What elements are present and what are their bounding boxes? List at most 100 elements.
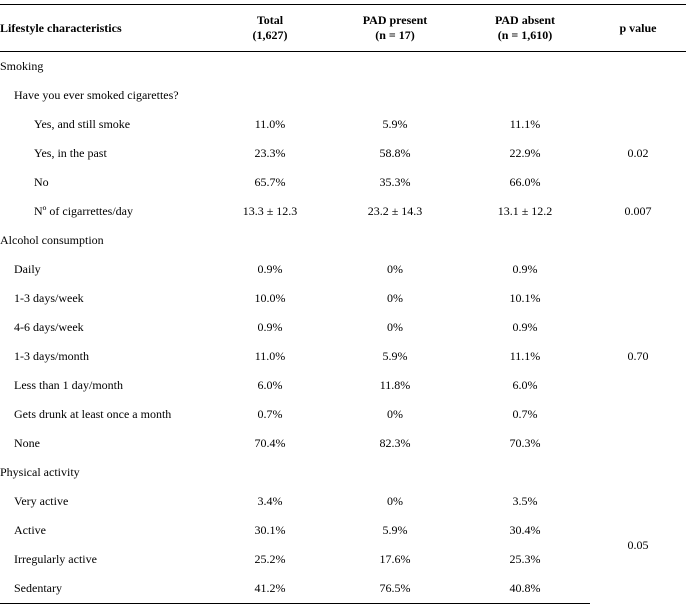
- cell-total: 3.4%: [210, 487, 330, 516]
- table-row: No 65.7% 35.3% 66.0%: [0, 168, 686, 197]
- cell-total: 30.1%: [210, 516, 330, 545]
- row-label: Daily: [0, 255, 210, 284]
- cell-total: 25.2%: [210, 545, 330, 574]
- table-row: Less than 1 day/month 6.0% 11.8% 6.0%: [0, 371, 686, 400]
- cell-pad-absent: 22.9%: [460, 139, 590, 168]
- col-header-lifestyle: Lifestyle characteristics: [0, 5, 210, 52]
- cell-pad-present: 0%: [330, 255, 460, 284]
- row-label: Gets drunk at least once a month: [0, 400, 210, 429]
- cell-pad-present: 17.6%: [330, 545, 460, 574]
- col-header-pvalue: p value: [590, 5, 686, 52]
- cell-total: 11.0%: [210, 110, 330, 139]
- cell-pad-absent: 3.5%: [460, 487, 590, 516]
- section-row-smoking: Smoking: [0, 52, 686, 82]
- cell-pad-present: 76.5%: [330, 574, 460, 604]
- table-header-row: Lifestyle characteristics Total (1,627) …: [0, 5, 686, 52]
- cell-pad-absent: 66.0%: [460, 168, 590, 197]
- table-row: 4-6 days/week 0.9% 0% 0.9%: [0, 313, 686, 342]
- cell-pad-absent: 13.1 ± 12.2: [460, 197, 590, 226]
- table-row: 1-3 days/week 10.0% 0% 10.1%: [0, 284, 686, 313]
- cell-total: 23.3%: [210, 139, 330, 168]
- row-label: Irregularly active: [0, 545, 210, 574]
- row-label: 1-3 days/month: [0, 342, 210, 371]
- section-title-smoking: Smoking: [0, 52, 686, 82]
- cell-pvalue-alcohol: 0.70: [590, 255, 686, 458]
- question-text-smoking: Have you ever smoked cigarettes?: [0, 81, 686, 110]
- cell-total: 10.0%: [210, 284, 330, 313]
- row-label: 1-3 days/week: [0, 284, 210, 313]
- cell-total: 0.9%: [210, 255, 330, 284]
- table-row: Irregularly active 25.2% 17.6% 25.3%: [0, 545, 686, 574]
- table-row: 1-3 days/month 11.0% 5.9% 11.1%: [0, 342, 686, 371]
- cell-pad-absent: 0.7%: [460, 400, 590, 429]
- col-header-pad-present: PAD present (n = 17): [330, 5, 460, 52]
- cell-pad-absent: 70.3%: [460, 429, 590, 458]
- lifestyle-table: Lifestyle characteristics Total (1,627) …: [0, 4, 686, 604]
- col-header-pad-absent: PAD absent (n = 1,610): [460, 5, 590, 52]
- cell-pvalue-smoking-group: 0.02: [590, 110, 686, 197]
- cell-pad-present: 11.8%: [330, 371, 460, 400]
- table-row: Sedentary 41.2% 76.5% 40.8%: [0, 574, 686, 604]
- col-header-total-line1: Total: [257, 13, 283, 27]
- row-label-text: Gets drunk at least once a month: [14, 407, 171, 421]
- cell-pad-present: 0%: [330, 313, 460, 342]
- cell-pad-absent: 0.9%: [460, 313, 590, 342]
- cell-pad-present: 0%: [330, 400, 460, 429]
- table-row: Very active 3.4% 0% 3.5% 0.05: [0, 487, 686, 516]
- cell-total: 41.2%: [210, 574, 330, 604]
- cell-total: 70.4%: [210, 429, 330, 458]
- col-header-pad-absent-line1: PAD absent: [495, 13, 555, 27]
- cell-pad-present: 5.9%: [330, 110, 460, 139]
- col-header-lifestyle-text: Lifestyle characteristics: [0, 21, 122, 35]
- cell-total: 0.7%: [210, 400, 330, 429]
- cell-pad-present: 5.9%: [330, 342, 460, 371]
- cell-pad-absent: 10.1%: [460, 284, 590, 313]
- table-row: Nº of cigarrettes/day 13.3 ± 12.3 23.2 ±…: [0, 197, 686, 226]
- row-label: Nº of cigarrettes/day: [0, 197, 210, 226]
- row-label: Sedentary: [0, 574, 210, 604]
- col-header-total-line2: (1,627): [253, 28, 288, 42]
- question-row-smoking: Have you ever smoked cigarettes?: [0, 81, 686, 110]
- section-row-physical: Physical activity: [0, 458, 686, 487]
- cell-pad-present: 5.9%: [330, 516, 460, 545]
- col-header-pvalue-text: p value: [619, 21, 656, 35]
- cell-total: 13.3 ± 12.3: [210, 197, 330, 226]
- row-label: Active: [0, 516, 210, 545]
- cell-pad-absent: 6.0%: [460, 371, 590, 400]
- cell-pvalue-cigs: 0.007: [590, 197, 686, 226]
- cell-total: 6.0%: [210, 371, 330, 400]
- table-row: None 70.4% 82.3% 70.3%: [0, 429, 686, 458]
- table-row: Active 30.1% 5.9% 30.4%: [0, 516, 686, 545]
- cell-total: 11.0%: [210, 342, 330, 371]
- col-header-pad-present-line1: PAD present: [363, 13, 428, 27]
- col-header-total: Total (1,627): [210, 5, 330, 52]
- cell-pad-present: 0%: [330, 487, 460, 516]
- row-label: 4-6 days/week: [0, 313, 210, 342]
- col-header-pad-present-line2: (n = 17): [375, 28, 415, 42]
- table-row: Yes, and still smoke 11.0% 5.9% 11.1% 0.…: [0, 110, 686, 139]
- cell-total: 0.9%: [210, 313, 330, 342]
- section-row-alcohol: Alcohol consumption: [0, 226, 686, 255]
- cell-pad-absent: 11.1%: [460, 110, 590, 139]
- row-label: Yes, in the past: [0, 139, 210, 168]
- cell-pad-absent: 40.8%: [460, 574, 590, 604]
- row-label: Very active: [0, 487, 210, 516]
- cell-pvalue-physical: 0.05: [590, 487, 686, 604]
- cell-pad-absent: 30.4%: [460, 516, 590, 545]
- row-label: Yes, and still smoke: [0, 110, 210, 139]
- cell-pad-present: 35.3%: [330, 168, 460, 197]
- cell-total: 65.7%: [210, 168, 330, 197]
- row-label: No: [0, 168, 210, 197]
- cell-pad-absent: 11.1%: [460, 342, 590, 371]
- row-label: Less than 1 day/month: [0, 371, 210, 400]
- cell-pad-absent: 25.3%: [460, 545, 590, 574]
- section-title-alcohol: Alcohol consumption: [0, 226, 686, 255]
- col-header-pad-absent-line2: (n = 1,610): [498, 28, 553, 42]
- cell-pad-present: 23.2 ± 14.3: [330, 197, 460, 226]
- cell-pad-present: 0%: [330, 284, 460, 313]
- cell-pad-present: 82.3%: [330, 429, 460, 458]
- cell-pad-present: 58.8%: [330, 139, 460, 168]
- table-row: Gets drunk at least once a month 0.7% 0%…: [0, 400, 686, 429]
- cell-pad-absent: 0.9%: [460, 255, 590, 284]
- row-label: None: [0, 429, 210, 458]
